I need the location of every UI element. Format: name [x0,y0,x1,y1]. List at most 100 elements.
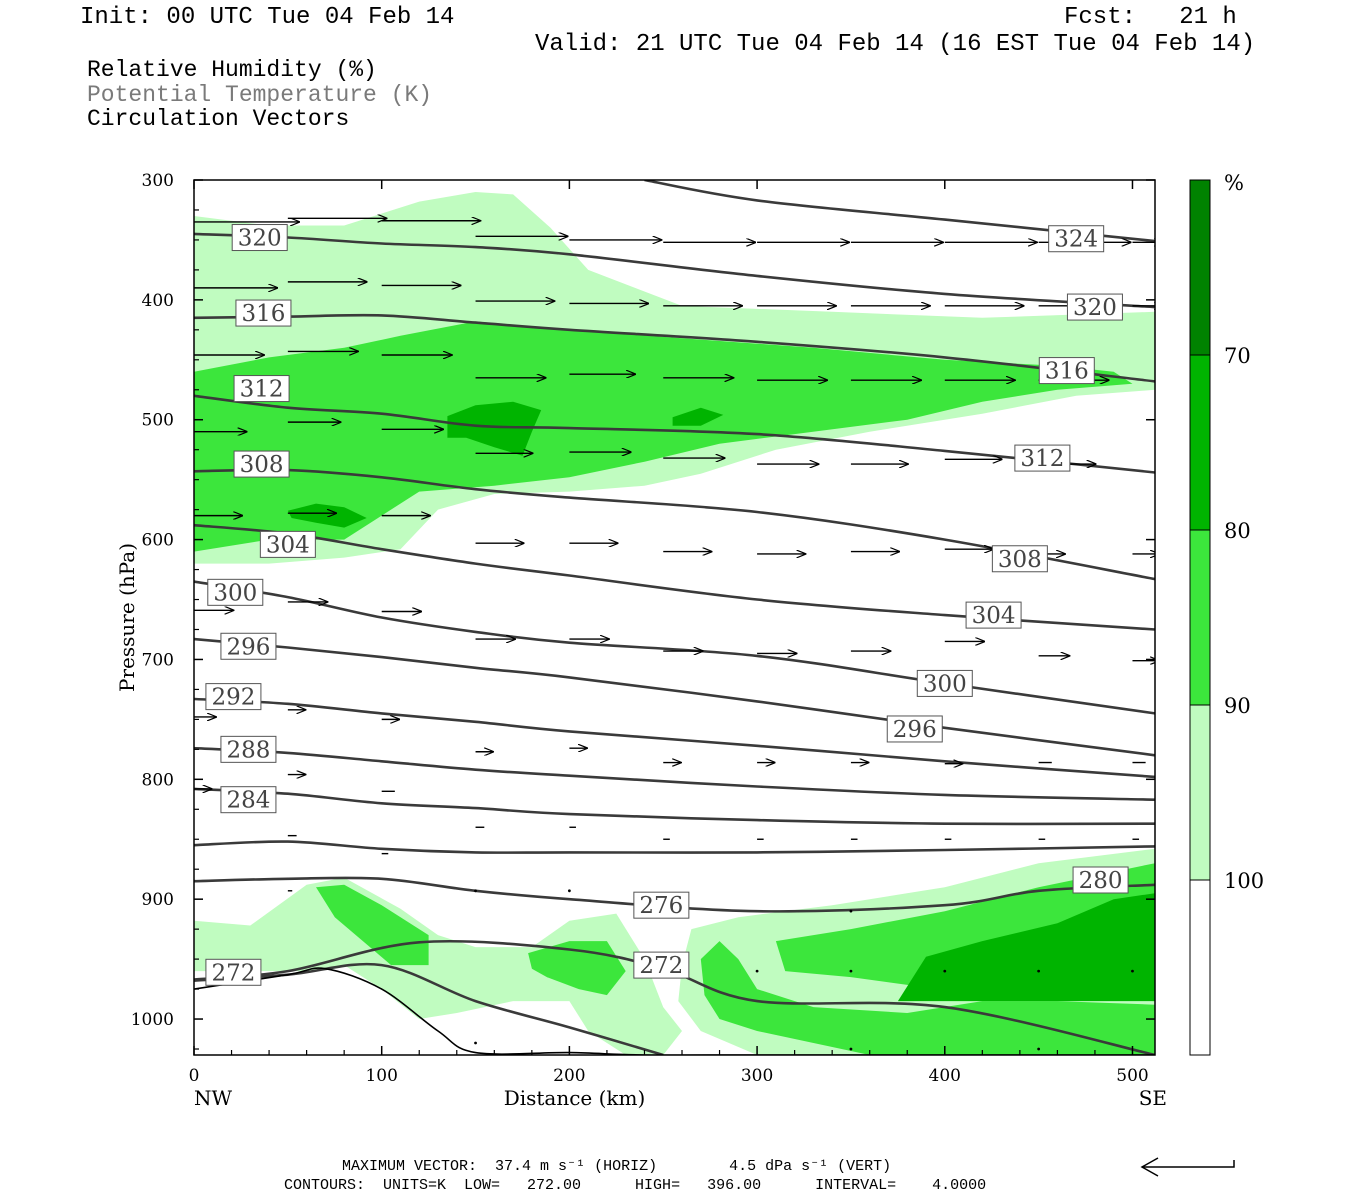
colorbar-label: 100 [1224,869,1264,893]
circulation-vector [755,969,759,973]
theta-label-300: 300 [213,580,257,606]
theta-label-312-b-box [1014,444,1071,472]
rh-region-90 [447,401,542,456]
theta-label-280-box [1072,866,1129,894]
x-tick-label: 300 [741,1066,773,1086]
theta-label-272-b: 272 [639,953,683,979]
theta-label-320: 320 [238,226,282,252]
theta-contour-296 [194,637,1155,757]
y-tick-label: 600 [142,531,174,551]
valid-time: Valid: 21 UTC Tue 04 Feb 14 (16 EST Tue … [535,31,1256,58]
theta-label-272-box [205,958,262,986]
theta-label-320-b-box [1066,293,1123,321]
rh-region-70 [194,877,682,1055]
x-tick-label: 200 [553,1066,585,1086]
y-axis-label: Pressure (hPa) [115,543,139,692]
init-time: Init: 00 UTC Tue 04 Feb 14 [80,4,455,31]
y-tick-label: 500 [142,411,174,431]
circulation-vector [1037,969,1041,973]
colorbar-segment [1189,704,1211,881]
theta-label-304-b: 304 [972,603,1016,629]
theta-label-296-box [220,632,277,660]
theta-label-288: 288 [226,737,270,763]
theta-label-316-b: 316 [1045,359,1089,385]
theta-label-324-box [1048,225,1105,253]
theta-label-308-box [233,450,290,478]
theta-contour-unlabeled-11 [194,840,1155,854]
theta-contour-284 [194,787,1155,826]
x-tick-label: 500 [1116,1066,1148,1086]
colorbar-segment [1189,529,1211,706]
y-tick-label: 1000 [131,1010,174,1030]
theta-contour-308 [194,468,1155,581]
rh-region-90 [897,893,1155,1002]
colorbar-label: 90 [1224,694,1251,718]
theta-label-320-box [231,224,288,252]
theta-label-312: 312 [240,377,284,403]
circulation-vector [849,969,853,973]
theta-label-320-b: 320 [1073,295,1117,321]
x-tick-label: 400 [929,1066,961,1086]
rh-region-70 [194,257,363,310]
theta-label-308: 308 [240,452,284,478]
theta-label-296-b-box [886,715,943,743]
colorbar-label: 80 [1224,519,1251,543]
theta-label-304-b-box [965,601,1022,629]
circulation-vector [849,909,853,913]
theta-contour-320 [194,232,1155,309]
theta-label-296: 296 [226,634,270,660]
theta-label-304: 304 [266,532,310,558]
field-potential-temperature: Potential Temperature (K) [87,82,433,108]
field-circulation-vectors: Circulation Vectors [87,106,350,132]
forecast-hour: Fcst: 21 h [1064,4,1237,31]
theta-label-272: 272 [211,960,255,986]
theta-label-304-box [259,530,316,558]
colorbar-unit: % [1224,171,1244,195]
circulation-vector [849,1047,853,1051]
theta-contour-312 [194,394,1155,474]
theta-label-284: 284 [226,788,270,814]
contour-info-note: CONTOURS: UNITS=K LOW= 272.00 HIGH= 396.… [284,1177,987,1194]
y-tick-label: 700 [142,650,174,670]
theta-label-272-b-box [633,951,690,979]
theta-label-280: 280 [1079,868,1123,894]
x-end-label-nw: NW [194,1086,233,1110]
theta-label-316-box [235,299,292,327]
plot-frame [193,179,1156,1056]
theta-label-300-box [207,578,264,606]
colorbar-label: 70 [1224,344,1251,368]
theta-label-292: 292 [211,685,255,711]
y-tick-label: 300 [142,171,174,191]
circulation-vector [1037,1047,1041,1051]
x-end-label-se: SE [1139,1086,1167,1110]
theta-label-276: 276 [639,893,683,919]
theta-label-288-box [220,735,277,763]
field-relative-humidity: Relative Humidity (%) [87,57,377,83]
x-tick-label: 0 [189,1066,200,1086]
x-tick-label: 100 [365,1066,397,1086]
theta-label-300-b: 300 [923,671,967,697]
circulation-vector [943,969,947,973]
theta-contour-300 [194,580,1155,715]
reference-vector-icon [1140,1157,1235,1177]
theta-contour-288 [194,746,1155,801]
circulation-vector [474,889,477,893]
rh-region-90 [672,407,724,426]
x-axis-label: Distance (km) [504,1086,646,1110]
rh-region-80 [194,321,1133,552]
theta-contour-316 [194,313,1155,383]
theta-contour-304 [194,523,1155,631]
theta-label-316-b-box [1038,357,1095,385]
colorbar-segment [1189,179,1211,356]
theta-label-308-b-box [991,545,1048,573]
theta-label-300-b-box [916,669,973,697]
circulation-vector [474,1041,477,1045]
y-tick-label: 400 [142,291,174,311]
theta-label-296-b: 296 [893,717,937,743]
theta-label-292-box [205,683,262,711]
y-tick-label: 800 [142,770,174,790]
theta-contour-280 [194,876,1155,913]
theta-label-316: 316 [241,301,285,327]
colorbar-segment [1189,354,1211,531]
